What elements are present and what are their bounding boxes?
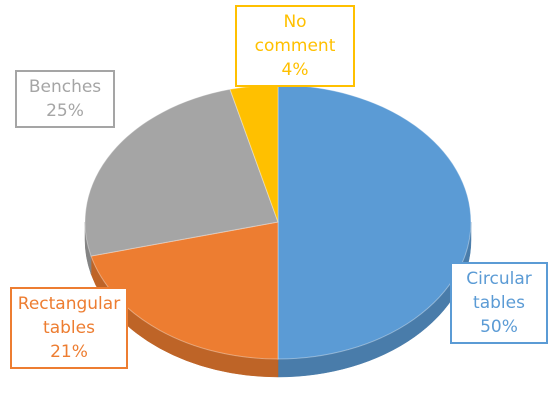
label-name: Benches <box>28 77 102 97</box>
label-value: 4% <box>281 60 309 80</box>
data-label: Rectangular tables 21% <box>10 287 128 369</box>
label-value: 50% <box>480 317 518 337</box>
slice <box>84 88 279 257</box>
data-label: No comment 4% <box>235 5 355 87</box>
label-name: Rectangular tables <box>17 294 121 338</box>
data-label: Benches 25% <box>15 70 115 128</box>
label-name: Circular tables <box>466 269 532 313</box>
slice <box>277 84 472 360</box>
data-label: Circular tables 50% <box>450 262 548 344</box>
label-name: No comment <box>254 12 336 56</box>
label-value: 21% <box>50 342 88 362</box>
label-value: 25% <box>46 101 84 121</box>
slice <box>90 221 279 360</box>
